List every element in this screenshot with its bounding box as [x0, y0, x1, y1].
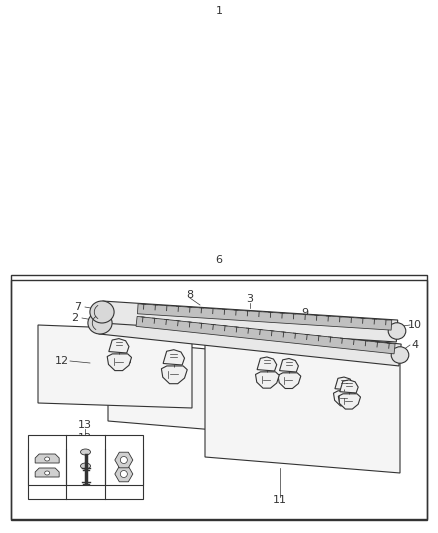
Text: 8: 8: [187, 290, 194, 300]
Ellipse shape: [120, 456, 127, 464]
Polygon shape: [257, 357, 277, 371]
Ellipse shape: [45, 471, 49, 475]
Bar: [28, 435, 143, 485]
Polygon shape: [35, 454, 59, 463]
Polygon shape: [101, 301, 398, 342]
Bar: [11, 275, 427, 520]
Polygon shape: [115, 466, 133, 482]
Polygon shape: [107, 354, 131, 370]
Polygon shape: [161, 366, 187, 384]
Text: 13: 13: [78, 420, 92, 430]
Text: 10: 10: [408, 320, 422, 330]
Ellipse shape: [388, 323, 406, 339]
Polygon shape: [99, 312, 401, 366]
Polygon shape: [108, 340, 393, 445]
Polygon shape: [115, 452, 133, 468]
Polygon shape: [136, 317, 395, 354]
Polygon shape: [35, 468, 59, 477]
Text: 13: 13: [78, 433, 92, 443]
Text: 9: 9: [301, 308, 308, 318]
Bar: [28, 449, 143, 499]
Ellipse shape: [120, 471, 127, 478]
Polygon shape: [163, 350, 184, 365]
Polygon shape: [255, 372, 279, 388]
Text: 4: 4: [411, 340, 419, 350]
Text: 11: 11: [273, 495, 287, 505]
Polygon shape: [335, 377, 353, 390]
Text: 3: 3: [247, 294, 254, 304]
Ellipse shape: [81, 463, 91, 469]
Polygon shape: [138, 304, 392, 330]
Polygon shape: [278, 373, 301, 389]
Text: 12: 12: [55, 356, 69, 366]
Ellipse shape: [88, 312, 112, 334]
Text: 1: 1: [215, 6, 223, 16]
Polygon shape: [109, 338, 129, 353]
Text: 6: 6: [215, 255, 223, 265]
Ellipse shape: [81, 449, 91, 455]
Ellipse shape: [391, 347, 409, 364]
Text: 2: 2: [71, 313, 78, 323]
Text: 7: 7: [74, 302, 81, 312]
Polygon shape: [279, 359, 298, 372]
Text: 5: 5: [124, 356, 131, 366]
Polygon shape: [338, 394, 360, 409]
Ellipse shape: [90, 301, 114, 323]
Polygon shape: [333, 391, 355, 406]
Ellipse shape: [45, 457, 49, 461]
Polygon shape: [38, 325, 192, 408]
Bar: [11, 280, 427, 519]
Polygon shape: [205, 337, 400, 473]
Polygon shape: [340, 380, 358, 393]
